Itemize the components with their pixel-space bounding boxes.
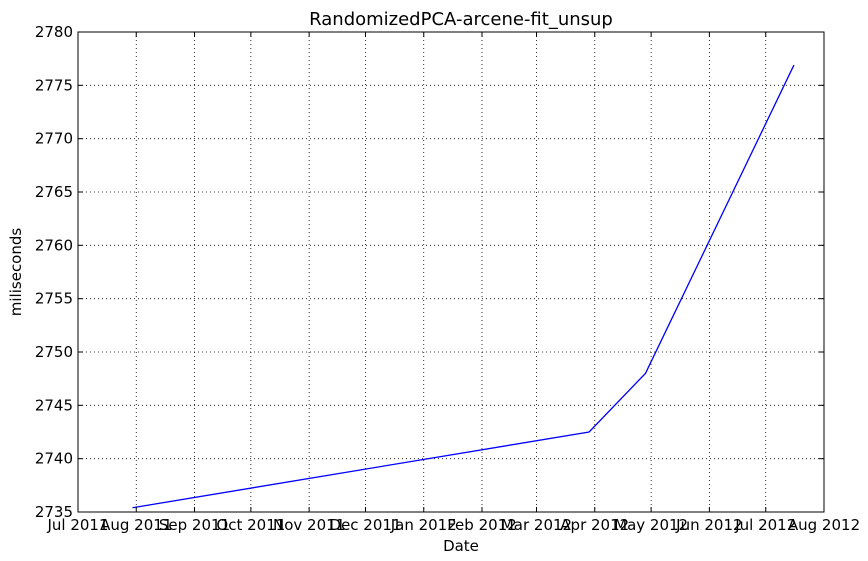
x-tick-label: Nov 2011 xyxy=(273,516,345,534)
x-tick-label: Jan 2012 xyxy=(390,516,457,534)
x-tick-label: Jul 2012 xyxy=(734,516,796,534)
x-tick-label: Aug 2011 xyxy=(100,516,172,534)
y-tick-label: 2755 xyxy=(35,290,73,308)
x-tick-label: Apr 2012 xyxy=(560,516,629,534)
chart-title: RandomizedPCA-arcene-fit_unsup xyxy=(309,9,613,30)
y-tick-label: 2780 xyxy=(35,23,73,41)
y-axis-label: miliseconds xyxy=(7,228,25,317)
y-tick-label: 2760 xyxy=(35,236,73,254)
y-tick-label: 2745 xyxy=(35,396,73,414)
grid-lines xyxy=(77,31,825,513)
plot-area-frame xyxy=(77,31,825,513)
x-tick-label: Mar 2012 xyxy=(501,516,572,534)
series-line xyxy=(132,64,795,509)
x-tick-label: Dec 2011 xyxy=(330,516,402,534)
x-tick-label: May 2012 xyxy=(614,516,688,534)
x-tick-label: Aug 2012 xyxy=(788,516,860,534)
x-tick-label: Sep 2011 xyxy=(159,516,230,534)
y-tick-label: 2750 xyxy=(35,343,73,361)
y-tick-label: 2770 xyxy=(35,130,73,148)
y-tick-label: 2740 xyxy=(35,450,73,468)
series-layer xyxy=(132,64,795,509)
x-axis-label: Date xyxy=(443,537,479,555)
x-tick-label: Jul 2011 xyxy=(46,516,108,534)
y-tick-label: 2765 xyxy=(35,183,73,201)
y-tick-label: 2775 xyxy=(35,76,73,94)
x-tick-label: Oct 2011 xyxy=(216,516,285,534)
y-tick-label: 2735 xyxy=(35,503,73,521)
x-tick-label: Feb 2012 xyxy=(447,516,517,534)
x-tick-label: Jun 2012 xyxy=(675,516,742,534)
